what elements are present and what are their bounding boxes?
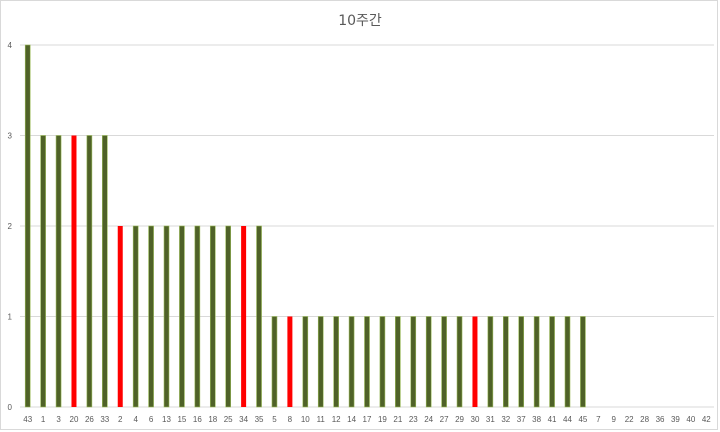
x-tick-label: 1: [41, 415, 46, 424]
bar-37: [518, 316, 525, 408]
bar-21: [395, 316, 401, 408]
x-tick-label: 42: [702, 415, 711, 424]
x-tick-label: 38: [532, 415, 541, 424]
x-tick-label: 18: [208, 415, 217, 424]
bar-19: [379, 316, 386, 408]
bar-33: [102, 135, 108, 408]
x-tick-label: 27: [440, 415, 449, 424]
x-tick-label: 14: [347, 415, 356, 424]
bar-24: [425, 316, 432, 408]
x-tick-label: 32: [501, 415, 510, 424]
x-tick-label: 31: [486, 415, 495, 424]
bar-5: [271, 316, 278, 408]
bar-16: [194, 225, 201, 408]
bar-35: [256, 225, 262, 408]
x-tick-label: 4: [133, 415, 138, 424]
x-tick-label: 36: [656, 415, 665, 424]
bar-18: [209, 225, 216, 408]
bar-2: [117, 226, 123, 407]
bar-20: [71, 135, 77, 407]
x-tick-label: 41: [548, 415, 557, 424]
x-tick-label: 34: [239, 415, 248, 424]
x-tick-label: 40: [686, 415, 695, 424]
x-tick-label: 29: [455, 415, 464, 424]
bar-34: [241, 226, 247, 407]
bar-32: [502, 316, 509, 408]
x-tick-label: 30: [471, 415, 480, 424]
x-tick-label: 33: [100, 415, 109, 424]
x-tick-label: 5: [272, 415, 277, 424]
y-tick-label: 2: [8, 222, 13, 231]
x-tick-label: 37: [517, 415, 526, 424]
x-tick-label: 24: [424, 415, 433, 424]
x-tick-label: 11: [317, 415, 326, 424]
y-tick-label: 0: [8, 403, 13, 412]
x-tick-label: 8: [288, 415, 293, 424]
bar-26: [86, 135, 93, 408]
bar-29: [456, 316, 463, 408]
x-tick-label: 44: [563, 415, 572, 424]
bar-31: [487, 316, 494, 408]
x-tick-label: 10: [301, 415, 310, 424]
bar-12: [333, 316, 339, 408]
bar-3: [55, 135, 62, 408]
bar-43: [24, 44, 31, 408]
x-tick-label: 2: [118, 415, 123, 424]
x-tick-label: 17: [363, 415, 372, 424]
x-tick-label: 20: [70, 415, 79, 424]
bar-11: [317, 316, 324, 408]
x-tick-label: 28: [640, 415, 649, 424]
bar-8: [287, 316, 293, 407]
bar-30: [472, 316, 478, 407]
bar-1: [40, 135, 46, 408]
bar-45: [580, 316, 586, 408]
bar-4: [132, 225, 139, 408]
x-tick-label: 45: [578, 415, 587, 424]
bar-23: [410, 316, 417, 408]
x-tick-label: 12: [332, 415, 341, 424]
chart-title: 10주간: [338, 13, 382, 29]
bar-38: [533, 316, 540, 408]
x-tick-label: 26: [85, 415, 94, 424]
x-tick-label: 19: [378, 415, 387, 424]
x-tick-label: 9: [612, 415, 617, 424]
x-tick-label: 7: [596, 415, 601, 424]
x-tick-label: 15: [177, 415, 186, 424]
bar-17: [364, 316, 370, 408]
x-tick-label: 25: [224, 415, 233, 424]
x-tick-label: 6: [149, 415, 154, 424]
x-tick-label: 21: [393, 415, 402, 424]
x-tick-label: 3: [56, 415, 61, 424]
x-tick-label: 39: [671, 415, 680, 424]
y-tick-label: 1: [8, 313, 13, 322]
bar-6: [148, 225, 154, 408]
bar-14: [348, 316, 355, 408]
x-tick-label: 13: [162, 415, 171, 424]
y-tick-label: 4: [8, 41, 13, 50]
bar-13: [163, 225, 170, 408]
bar-15: [179, 225, 185, 408]
x-tick-label: 43: [23, 415, 32, 424]
bar-10: [302, 316, 309, 408]
bar-25: [225, 225, 231, 408]
x-tick-label: 16: [193, 415, 202, 424]
bar-27: [441, 316, 447, 408]
y-tick-label: 3: [8, 132, 13, 141]
x-tick-label: 22: [625, 415, 634, 424]
bar-44: [564, 316, 571, 408]
x-tick-label: 35: [255, 415, 264, 424]
x-tick-label: 23: [409, 415, 418, 424]
bar-41: [549, 316, 555, 408]
